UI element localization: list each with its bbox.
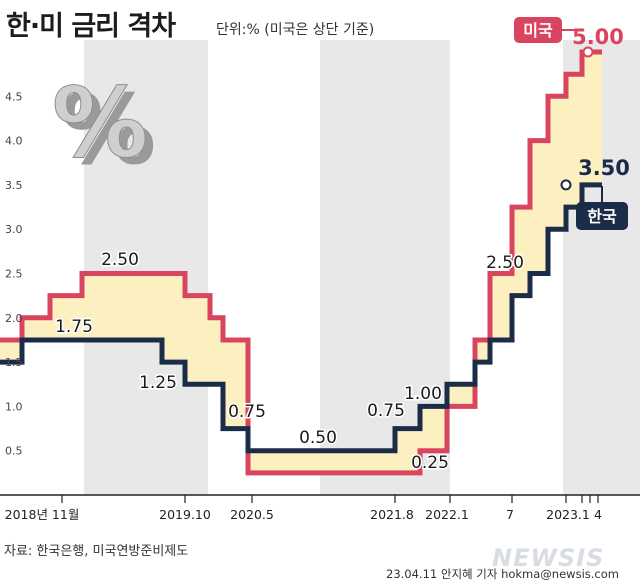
background-bands (84, 40, 640, 495)
y-tick-label: 3.5 (5, 179, 23, 192)
korea-badge-label: 한국 (587, 207, 617, 226)
source-note: 자료: 한국은행, 미국연방준비제도 (4, 544, 189, 559)
x-tick-label: 2018년 11월 (5, 507, 80, 522)
y-tick-label: 2.5 (5, 268, 23, 281)
korea-badge (576, 202, 628, 230)
value-label: 0.50 (299, 428, 337, 448)
chart-title: 한·미 금리 격차 (6, 11, 176, 42)
background-band (84, 40, 208, 495)
value-label: 2.50 (101, 250, 139, 270)
x-tick-label: 2023.1 (546, 507, 590, 522)
korea-end-marker (560, 179, 572, 191)
us-rate-line (0, 49, 602, 476)
value-label: 1.75 (55, 317, 93, 337)
credit-line: 23.04.11 안지혜 기자 hokma@newsis.com (386, 567, 619, 581)
us-badge-label: 미국 (523, 21, 553, 40)
y-tick-label: 2.0 (5, 312, 23, 325)
us-end-marker (582, 46, 594, 58)
unit-note: 단위:% (미국은 상단 기준) (216, 22, 375, 38)
value-label: 0.75 (367, 401, 405, 421)
percent-symbol: % (52, 67, 148, 179)
value-label: 1.00 (404, 384, 442, 404)
value-label: 0.75 (228, 402, 266, 422)
y-tick-label: 4.5 (5, 90, 23, 103)
newsis-watermark: NEWSIS (492, 544, 605, 572)
y-tick-label: 0.5 (5, 445, 23, 458)
value-label: 0.25 (411, 453, 449, 473)
series-lines (0, 46, 602, 476)
x-axis: 2018년 11월 2019.10 2020.5 2021.8 2022.1 7 2023.… (0, 494, 640, 522)
korea-end-value-label: 3.50 (578, 156, 630, 180)
y-tick-label: 4.0 (5, 135, 23, 148)
value-label: 1.25 (139, 373, 177, 393)
y-tick-label: 1.0 (5, 400, 23, 413)
korea-rate-line (0, 182, 602, 454)
x-tick-label: 2020.5 (230, 507, 274, 522)
y-axis-ticks: 0.5 1.0 1.5 2.0 2.5 3.0 3.5 4.0 4.5 (5, 90, 23, 457)
x-tick-label: 2022.1 (425, 507, 469, 522)
x-tick-label: 4 (594, 507, 602, 522)
x-tick-label: 2019.10 (159, 507, 211, 522)
y-tick-label: 1.5 (5, 356, 23, 369)
y-tick-label: 3.0 (5, 223, 23, 236)
x-tick-label: 2021.8 (370, 507, 414, 522)
value-label: 2.50 (486, 253, 524, 273)
us-end-value-label: 5.00 (572, 25, 624, 49)
value-labels: 2.501.751.250.750.500.751.000.252.505.00… (54, 17, 630, 475)
percent-symbol-shadow: % (60, 74, 156, 186)
x-tick-label: 7 (506, 507, 514, 522)
percent-decoration: %% (52, 67, 157, 187)
us-badge (514, 17, 562, 43)
